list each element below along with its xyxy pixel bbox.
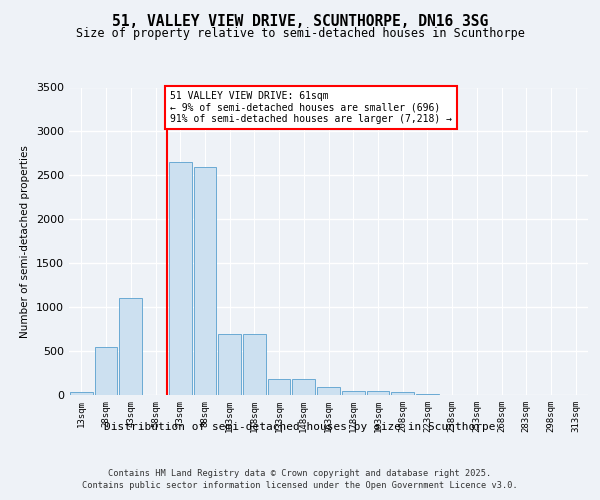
Bar [317, 387, 340, 395]
Bar [416, 394, 439, 395]
Text: Distribution of semi-detached houses by size in Scunthorpe: Distribution of semi-detached houses by … [104, 422, 496, 432]
Bar [391, 392, 414, 395]
Bar [292, 378, 315, 395]
Bar [95, 346, 118, 395]
Bar [194, 166, 216, 395]
Text: 51, VALLEY VIEW DRIVE, SCUNTHORPE, DN16 3SG: 51, VALLEY VIEW DRIVE, SCUNTHORPE, DN16 … [112, 14, 488, 29]
Bar [119, 298, 142, 395]
Bar [218, 334, 241, 395]
Bar [342, 390, 365, 395]
Text: Size of property relative to semi-detached houses in Scunthorpe: Size of property relative to semi-detach… [76, 28, 524, 40]
Bar [268, 378, 290, 395]
Bar [169, 162, 191, 395]
Bar [367, 392, 389, 395]
Y-axis label: Number of semi-detached properties: Number of semi-detached properties [20, 145, 31, 338]
Bar [70, 392, 93, 395]
Bar [243, 334, 266, 395]
Text: Contains public sector information licensed under the Open Government Licence v3: Contains public sector information licen… [82, 481, 518, 490]
Text: Contains HM Land Registry data © Crown copyright and database right 2025.: Contains HM Land Registry data © Crown c… [109, 469, 491, 478]
Text: 51 VALLEY VIEW DRIVE: 61sqm
← 9% of semi-detached houses are smaller (696)
91% o: 51 VALLEY VIEW DRIVE: 61sqm ← 9% of semi… [170, 91, 452, 124]
